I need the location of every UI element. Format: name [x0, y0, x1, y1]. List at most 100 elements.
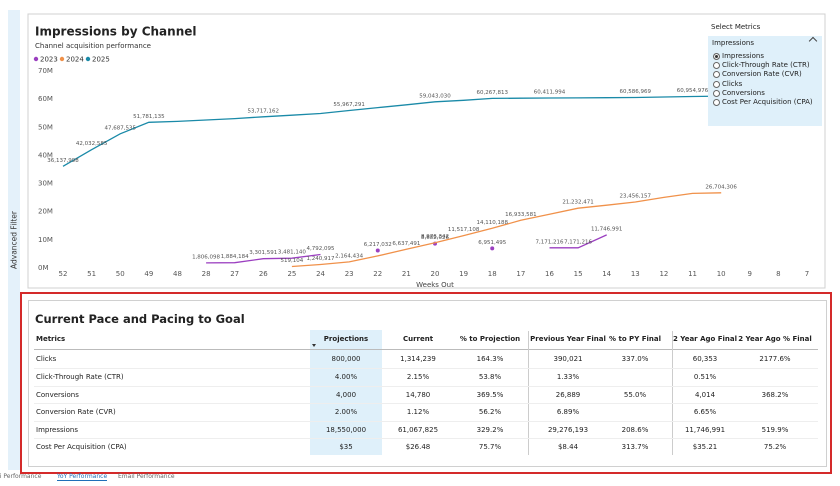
- legend-label: 2023: [40, 56, 58, 64]
- table-cell: 164.3%: [476, 355, 504, 363]
- x-tick-label: 18: [488, 270, 497, 278]
- slicer-option[interactable]: Cost Per Acquisition (CPA): [722, 98, 813, 106]
- column-header[interactable]: 2 Year Ago % Final: [738, 335, 812, 343]
- row-rule: [34, 438, 818, 439]
- data-label: 16,933,581: [505, 212, 537, 218]
- radio-button[interactable]: [713, 80, 720, 88]
- series-line: [206, 234, 607, 264]
- x-tick-label: 15: [574, 270, 583, 278]
- slicer-option[interactable]: Conversion Rate (CVR): [722, 70, 802, 79]
- table-cell: 208.6%: [621, 426, 649, 434]
- table-cell: 337.0%: [621, 355, 649, 363]
- data-label: 53,717,162: [248, 108, 280, 114]
- x-tick-label: 10: [717, 270, 726, 278]
- table-cell: 6.89%: [556, 408, 580, 416]
- table-cell: 18,550,000: [325, 426, 367, 434]
- x-tick-label: 28: [202, 270, 211, 278]
- legend-dot: [85, 56, 91, 62]
- data-label: 47,687,535: [104, 125, 136, 131]
- advanced-filter-strip[interactable]: [8, 10, 20, 470]
- radio-button[interactable]: [713, 62, 720, 70]
- slicer-option[interactable]: Conversions: [722, 88, 765, 97]
- column-header[interactable]: Metrics: [36, 335, 66, 343]
- y-tick-label: 40M: [38, 151, 53, 159]
- row-rule: [34, 368, 818, 369]
- slicer-option[interactable]: Click-Through Rate (CTR): [722, 61, 810, 70]
- data-label: 8,976,342: [421, 234, 449, 240]
- data-label: 11,746,991: [591, 226, 623, 232]
- x-tick-label: 12: [659, 270, 668, 278]
- x-tick-label: 27: [230, 270, 239, 278]
- table-cell: Conversions: [36, 391, 79, 399]
- radio-button[interactable]: [713, 71, 720, 79]
- data-label: 60,586,969: [620, 89, 652, 95]
- column-header[interactable]: Previous Year Final: [530, 335, 606, 343]
- data-label: 1,806,098: [192, 254, 220, 260]
- table-cell: 800,000: [331, 355, 361, 363]
- x-tick-label: 11: [688, 270, 697, 278]
- table-panel: [28, 300, 827, 467]
- data-label: 2,164,434: [335, 253, 363, 259]
- data-label: 11,517,108: [448, 227, 480, 233]
- table-cell: 56.2%: [478, 408, 502, 416]
- table-cell: Clicks: [36, 355, 57, 363]
- data-label: 59,043,030: [419, 93, 451, 99]
- column-header[interactable]: 2 Year Ago Final: [672, 335, 738, 343]
- column-header[interactable]: % to PY Final: [609, 335, 661, 343]
- table-cell: 26,889: [555, 391, 581, 399]
- sort-indicator[interactable]: [312, 344, 316, 347]
- slicer-option[interactable]: Impressions: [722, 52, 764, 60]
- table-cell: Impressions: [36, 426, 78, 434]
- y-tick-label: 60M: [38, 95, 53, 103]
- table-cell: 2.00%: [334, 408, 358, 416]
- y-tick-label: 0M: [38, 264, 49, 272]
- radio-button[interactable]: [713, 99, 720, 106]
- data-label: 60,267,813: [476, 90, 508, 96]
- column-header[interactable]: % to Projection: [459, 335, 521, 343]
- x-tick-label: 7: [805, 270, 809, 278]
- table-cell: 1.33%: [556, 373, 580, 381]
- legend-label: 2025: [92, 56, 110, 64]
- table-cell: 75.2%: [763, 443, 787, 451]
- x-tick-label: 24: [316, 270, 325, 278]
- slicer-option[interactable]: Clicks: [722, 79, 743, 88]
- x-tick-label: 50: [116, 270, 125, 278]
- line-point: [490, 246, 495, 251]
- x-axis-title: Weeks Out: [416, 281, 454, 289]
- data-label: 6,637,491: [392, 241, 420, 247]
- page-tab[interactable]: Email Performance: [118, 473, 175, 480]
- table-cell: 519.9%: [761, 426, 789, 434]
- data-label: 36,137,998: [47, 158, 79, 164]
- table-cell: 61,067,825: [397, 426, 439, 434]
- metric-slicer[interactable]: [708, 36, 822, 126]
- slicer-selected[interactable]: Impressions: [712, 39, 754, 47]
- data-label: 8,682,026: [421, 235, 449, 241]
- data-label: 7,171,216: [535, 239, 563, 245]
- chart-panel: [27, 13, 826, 289]
- table-cell: 29,276,193: [547, 426, 589, 434]
- x-tick-label: 14: [602, 270, 611, 278]
- column-header[interactable]: Projections: [323, 335, 369, 343]
- x-tick-label: 23: [345, 270, 354, 278]
- table-cell: 329.2%: [476, 426, 504, 434]
- data-label: 1,240,917: [307, 256, 335, 262]
- x-tick-label: 52: [59, 270, 68, 278]
- page-tab[interactable]: YoY Performance: [57, 473, 108, 481]
- slicer-title: Select Metrics: [711, 23, 761, 31]
- x-tick-label: 25: [287, 270, 296, 278]
- data-label: 7,171,216: [564, 239, 592, 245]
- page-tab[interactable]: ni Performance: [0, 473, 42, 480]
- radio-button[interactable]: [713, 89, 720, 97]
- data-label: 60,954,976: [677, 88, 709, 94]
- table-cell: $8.44: [557, 443, 579, 451]
- table-cell: $35.21: [692, 443, 718, 451]
- data-label: 14,110,188: [476, 220, 508, 226]
- table-cell: $26.48: [405, 443, 431, 451]
- table-cell: 4,014: [694, 391, 716, 399]
- column-header[interactable]: Current: [402, 335, 434, 343]
- data-label: 3,301,591: [249, 250, 277, 256]
- radio-button[interactable]: [713, 53, 720, 60]
- data-label: 60,411,994: [534, 89, 566, 95]
- table-cell: 1,314,239: [400, 355, 436, 363]
- row-rule: [34, 421, 818, 422]
